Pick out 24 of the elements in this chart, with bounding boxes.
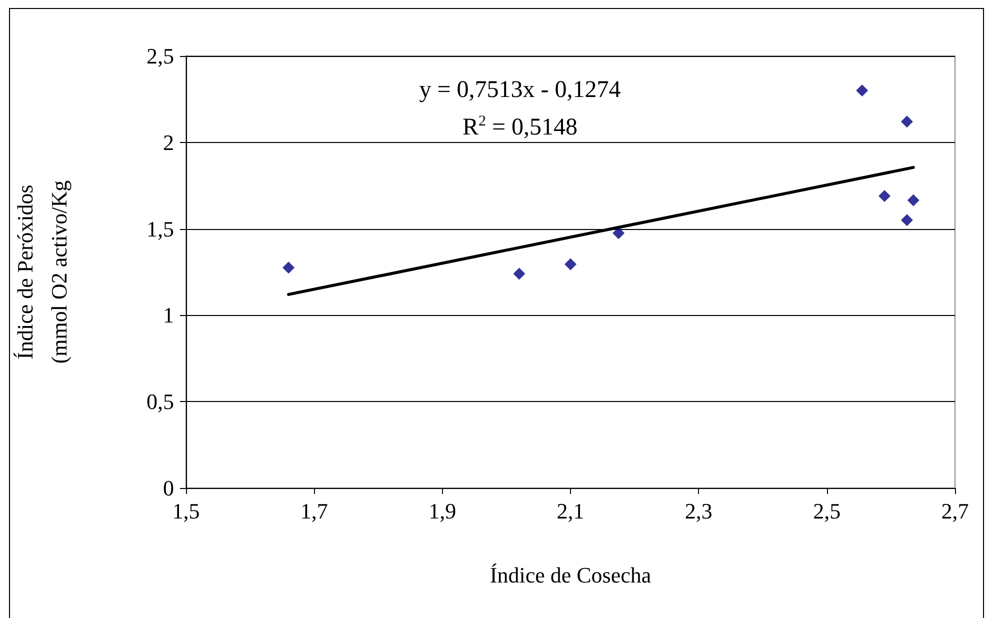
x-tick-label: 2,5: [813, 498, 841, 524]
point: [900, 214, 913, 226]
y-tick-label: 0: [163, 476, 174, 500]
x-tick-label: 2,3: [684, 498, 712, 524]
y-tick-label: 1,5: [146, 216, 174, 242]
y-axis-title: Índice de Peróxidos (mmol O2 activo/Kg: [12, 180, 72, 364]
y-tick-label: 2: [163, 130, 174, 155]
x-tick-label: 1,7: [300, 498, 328, 524]
point: [900, 116, 913, 128]
point: [513, 268, 526, 280]
y-tick-label: 2,5: [146, 44, 174, 68]
x-tick-label: 1,9: [428, 498, 456, 524]
y-tick-label: 0,5: [146, 389, 174, 414]
point: [907, 194, 920, 206]
y-tick-label: 1: [163, 302, 174, 328]
x-tick-label: 2,7: [941, 498, 969, 524]
x-tick-label: 2,1: [556, 498, 584, 524]
point: [564, 258, 576, 270]
point: [856, 84, 868, 97]
point: [878, 190, 891, 202]
point: [282, 262, 295, 274]
x-axis-title: Índice de Cosecha: [490, 562, 652, 588]
annotation: y = 0,7513x - 0,1274: [419, 77, 621, 103]
point: [612, 227, 625, 240]
